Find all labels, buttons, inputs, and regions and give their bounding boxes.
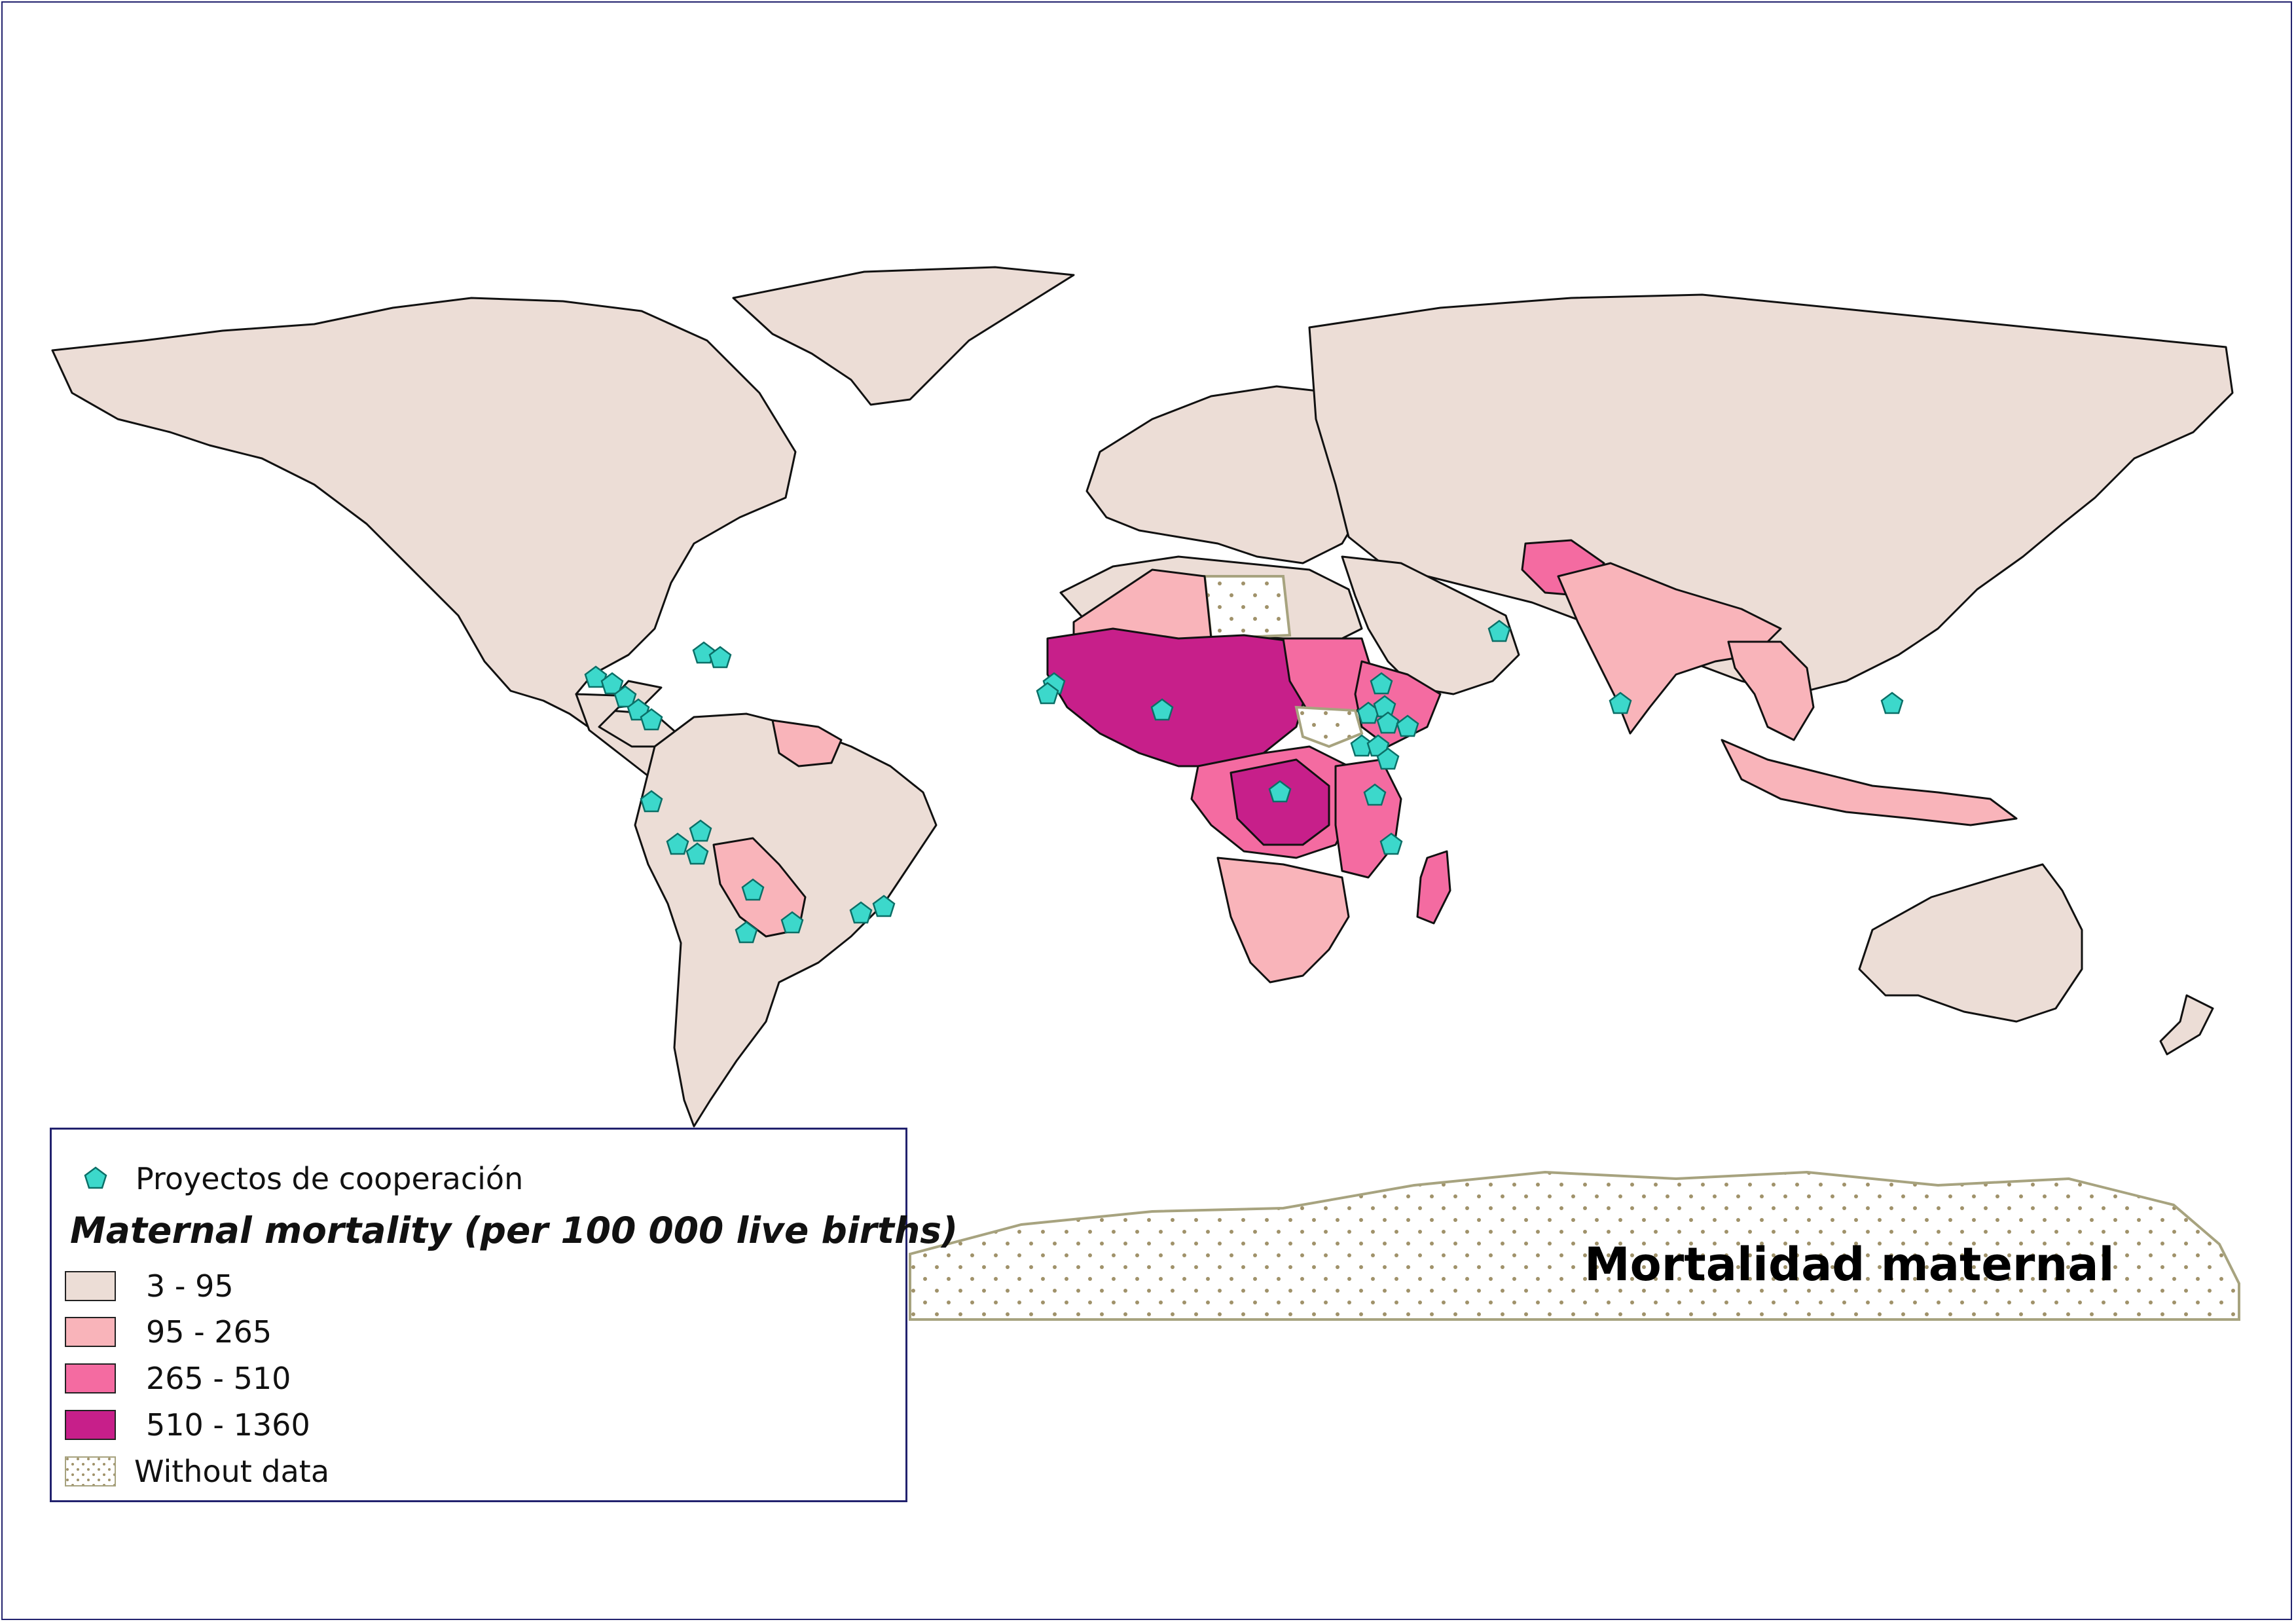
project-marker[interactable] xyxy=(584,665,608,688)
legend: Proyectos de cooperación Maternal mortal… xyxy=(50,1128,958,1502)
legend-title: Maternal mortality (per 100 000 live bir… xyxy=(70,1209,958,1251)
legend-swatch-3 xyxy=(65,1363,116,1393)
region-central-america xyxy=(575,680,666,777)
project-marker[interactable] xyxy=(1880,692,1904,714)
region-libya-nodata xyxy=(1203,575,1292,640)
legend-row-class-1: 3 - 95 xyxy=(65,1268,234,1304)
region-new-zealand xyxy=(2159,994,2214,1056)
legend-class-label: 265 - 510 xyxy=(146,1361,291,1396)
legend-swatch-2 xyxy=(65,1317,116,1347)
legend-class-label: 510 - 1360 xyxy=(146,1407,310,1443)
project-marker[interactable] xyxy=(1396,714,1419,737)
region-indonesia xyxy=(1721,739,2018,826)
project-marker[interactable] xyxy=(849,901,873,924)
legend-class-label: 95 - 265 xyxy=(146,1314,272,1350)
project-marker[interactable] xyxy=(689,819,712,842)
project-marker[interactable] xyxy=(780,911,804,934)
project-marker[interactable] xyxy=(666,832,689,855)
project-marker[interactable] xyxy=(600,672,624,695)
project-marker[interactable] xyxy=(613,685,637,708)
region-antarctica-nodata xyxy=(909,1170,2240,1321)
region-north-america xyxy=(51,297,797,754)
project-marker[interactable] xyxy=(1268,780,1292,803)
map-title: Mortalidad maternal xyxy=(1584,1238,2115,1291)
region-east-africa xyxy=(1334,758,1402,879)
region-southern-africa xyxy=(1216,857,1350,984)
project-marker[interactable] xyxy=(1363,783,1387,806)
legend-class-label: Without data xyxy=(134,1454,330,1489)
legend-class-label: 3 - 95 xyxy=(146,1268,234,1304)
project-marker[interactable] xyxy=(1376,711,1400,734)
region-australia xyxy=(1858,863,2083,1023)
legend-row-nodata: Without data xyxy=(65,1454,329,1489)
region-madagascar xyxy=(1416,850,1451,925)
project-marker[interactable] xyxy=(1036,682,1059,705)
project-marker[interactable] xyxy=(741,878,765,901)
legend-row-class-2: 95 - 265 xyxy=(65,1314,272,1350)
project-marker[interactable] xyxy=(692,641,716,664)
project-marker[interactable] xyxy=(1370,672,1393,695)
project-markers xyxy=(584,619,1904,944)
region-southeast-asia xyxy=(1727,640,1815,741)
project-marker[interactable] xyxy=(708,646,732,669)
project-marker[interactable] xyxy=(735,921,758,944)
project-marker[interactable] xyxy=(1609,692,1632,714)
legend-swatch-4 xyxy=(65,1410,116,1440)
project-marker[interactable] xyxy=(1379,832,1403,855)
project-marker[interactable] xyxy=(640,708,663,731)
region-europe xyxy=(1085,385,1376,564)
region-south-asia xyxy=(1557,562,1782,735)
legend-row-class-4: 510 - 1360 xyxy=(65,1407,310,1443)
region-guianas xyxy=(771,719,843,767)
pentagon-icon xyxy=(84,1166,107,1189)
legend-swatch-nodata xyxy=(65,1456,116,1486)
project-marker[interactable] xyxy=(640,790,663,813)
legend-row-class-3: 265 - 510 xyxy=(65,1361,291,1396)
project-marker[interactable] xyxy=(1487,619,1511,642)
region-middle-east xyxy=(1341,555,1520,695)
project-marker[interactable] xyxy=(1150,698,1174,721)
legend-projects-label: Proyectos de cooperación xyxy=(136,1161,524,1196)
project-marker[interactable] xyxy=(1376,747,1400,770)
region-sahel-west-africa xyxy=(1046,627,1311,767)
project-marker[interactable] xyxy=(685,842,709,865)
region-greenland xyxy=(732,266,1075,406)
project-marker[interactable] xyxy=(872,895,896,917)
region-south-sudan-nodata xyxy=(1294,705,1364,748)
legend-swatch-1 xyxy=(65,1271,116,1301)
legend-row-projects: Proyectos de cooperación xyxy=(81,1161,523,1196)
